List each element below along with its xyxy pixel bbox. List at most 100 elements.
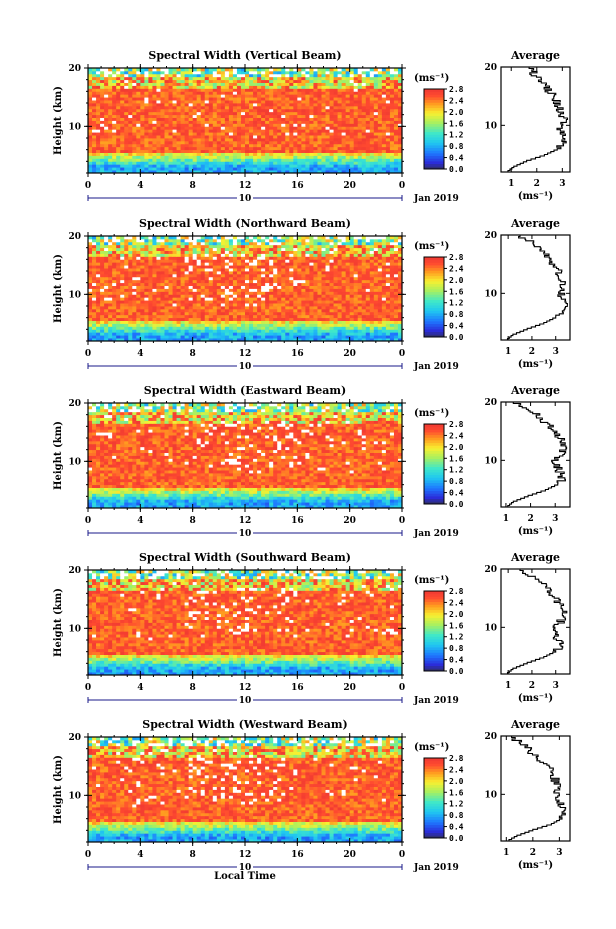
heatmap-cell bbox=[333, 332, 338, 336]
heatmap-cell bbox=[369, 279, 375, 284]
heatmap-cell bbox=[393, 285, 399, 289]
heatmap-cell bbox=[305, 70, 310, 75]
heatmap-cell bbox=[184, 76, 190, 81]
heatmap-cell bbox=[136, 323, 141, 327]
heatmap-cell bbox=[389, 320, 395, 324]
heatmap-cell bbox=[273, 85, 278, 89]
heatmap-cell bbox=[329, 306, 334, 310]
heatmap-cell bbox=[216, 273, 222, 278]
colorbar-segment bbox=[424, 142, 444, 146]
heatmap-cell bbox=[240, 140, 246, 145]
heatmap-cell bbox=[144, 129, 149, 133]
heatmap-cell bbox=[369, 158, 375, 162]
heatmap-cell bbox=[212, 132, 218, 136]
heatmap-cell bbox=[100, 326, 105, 330]
heatmap-cell bbox=[289, 129, 294, 133]
colorbar-segment bbox=[424, 166, 444, 170]
heatmap-cell bbox=[128, 323, 133, 327]
heatmap-cell bbox=[249, 105, 254, 110]
heatmap-cell bbox=[240, 276, 246, 281]
heatmap-cell bbox=[309, 268, 314, 272]
heatmap-cell bbox=[188, 76, 194, 81]
heatmap-cell bbox=[341, 164, 347, 168]
heatmap-cell bbox=[281, 126, 286, 130]
heatmap-cell bbox=[172, 152, 177, 156]
heatmap-cell bbox=[261, 288, 266, 292]
heatmap-cell bbox=[357, 114, 363, 118]
heatmap-cell bbox=[236, 91, 242, 95]
heatmap-cell bbox=[333, 317, 338, 321]
heatmap-cell bbox=[108, 273, 113, 278]
heatmap-cell bbox=[180, 320, 186, 324]
heatmap-cell bbox=[120, 311, 125, 316]
heatmap-cell bbox=[337, 317, 343, 321]
heatmap-cell bbox=[373, 320, 379, 324]
heatmap-cell bbox=[200, 149, 206, 153]
heatmap-cell bbox=[341, 135, 347, 139]
heatmap-cell bbox=[188, 161, 194, 165]
heatmap-cell bbox=[341, 149, 347, 153]
heatmap-cell bbox=[164, 167, 169, 171]
heatmap-cell bbox=[208, 326, 214, 330]
heatmap-cell bbox=[208, 100, 214, 104]
average-profile-line bbox=[506, 67, 569, 173]
heatmap-cell bbox=[321, 288, 326, 292]
heatmap-cell bbox=[232, 317, 238, 321]
heatmap-cell bbox=[301, 167, 306, 171]
heatmap-cell bbox=[88, 170, 93, 174]
heatmap-cell bbox=[184, 100, 190, 104]
heatmap-cell bbox=[144, 149, 149, 153]
heatmap-cell bbox=[257, 126, 262, 130]
heatmap-cell bbox=[353, 138, 359, 142]
heatmap-cell bbox=[245, 276, 250, 281]
heatmap-cell bbox=[160, 161, 165, 165]
heatmap-cell bbox=[92, 158, 97, 162]
heatmap-cell bbox=[397, 161, 403, 165]
heatmap-cell bbox=[293, 140, 298, 145]
heatmap-cell bbox=[345, 85, 351, 89]
heatmap-cell bbox=[148, 308, 153, 313]
heatmap-cell bbox=[357, 271, 363, 275]
heatmap-cell bbox=[140, 268, 145, 272]
heatmap-cell bbox=[285, 94, 290, 98]
heatmap-cell bbox=[220, 105, 226, 110]
heatmap-cell bbox=[240, 94, 246, 98]
heatmap-cell bbox=[120, 271, 125, 275]
heatmap-cell bbox=[176, 276, 181, 281]
heatmap-cell bbox=[277, 100, 282, 104]
heatmap-cell bbox=[353, 276, 359, 281]
heatmap-cell bbox=[152, 265, 157, 269]
heatmap-cell bbox=[253, 300, 258, 304]
heatmap-cell bbox=[349, 135, 355, 139]
heatmap-cell bbox=[124, 138, 129, 142]
heatmap-cell bbox=[240, 146, 246, 151]
heatmap-cell bbox=[397, 294, 403, 298]
heatmap-cell bbox=[273, 273, 278, 278]
heatmap-cell bbox=[164, 335, 169, 339]
heatmap-cell bbox=[245, 97, 250, 101]
heatmap-cell bbox=[120, 149, 125, 153]
heatmap-cell bbox=[224, 117, 230, 121]
heatmap-cell bbox=[164, 332, 169, 336]
heatmap-cell bbox=[273, 82, 278, 86]
heatmap-cell bbox=[104, 311, 109, 316]
heatmap-cell bbox=[136, 143, 141, 148]
heatmap-cell bbox=[124, 268, 129, 272]
heatmap-cell bbox=[305, 335, 310, 339]
heatmap-cell bbox=[180, 273, 186, 278]
heatmap-cell bbox=[92, 68, 97, 72]
heatmap-cell bbox=[261, 117, 266, 121]
heatmap-cell bbox=[289, 114, 294, 118]
heatmap-cell bbox=[204, 70, 210, 75]
heatmap-cell bbox=[232, 88, 238, 92]
heatmap-cell bbox=[120, 111, 125, 116]
heatmap-cell bbox=[257, 317, 262, 321]
heatmap-cell bbox=[289, 276, 294, 281]
heatmap-cell bbox=[249, 76, 254, 81]
heatmap-cell bbox=[361, 97, 367, 101]
heatmap-cell bbox=[140, 138, 145, 142]
heatmap-cell bbox=[228, 308, 234, 313]
heatmap-cell bbox=[337, 338, 343, 342]
heatmap-cell bbox=[208, 94, 214, 98]
heatmap-cell bbox=[240, 155, 246, 159]
